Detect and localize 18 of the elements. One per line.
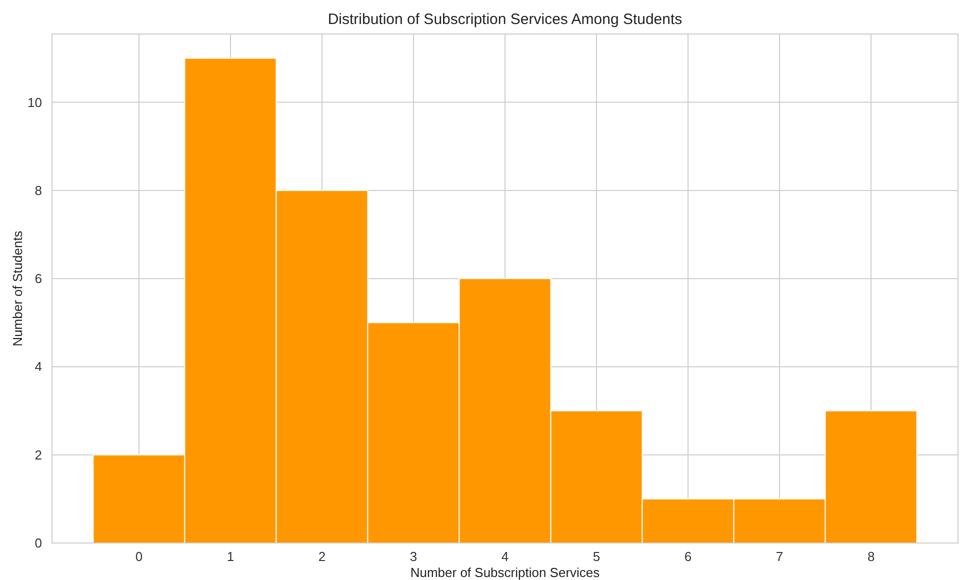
y-axis-title: Number of Students (10, 230, 25, 346)
y-tick-label: 10 (28, 94, 42, 110)
x-tick-label: 3 (410, 549, 418, 564)
x-tick-label: 2 (318, 549, 326, 564)
y-tick-label: 4 (34, 359, 42, 374)
x-tick-label: 5 (592, 549, 600, 564)
y-tick-label: 0 (34, 536, 42, 550)
y-tick-label: 2 (34, 447, 42, 462)
x-axis-title: Number of Subscription Services (410, 565, 600, 580)
x-tick-label: 4 (501, 549, 509, 564)
x-tick-label: 1 (226, 549, 234, 564)
x-tick-label: 0 (135, 549, 143, 564)
chart-title: Distribution of Subscription Services Among Students (328, 11, 682, 28)
x-tick-label: 7 (776, 549, 784, 564)
x-tick-label: 8 (867, 549, 875, 564)
y-tick-label: 6 (34, 271, 42, 286)
x-tick-label: 6 (684, 549, 692, 564)
y-tick-label: 8 (34, 182, 42, 198)
